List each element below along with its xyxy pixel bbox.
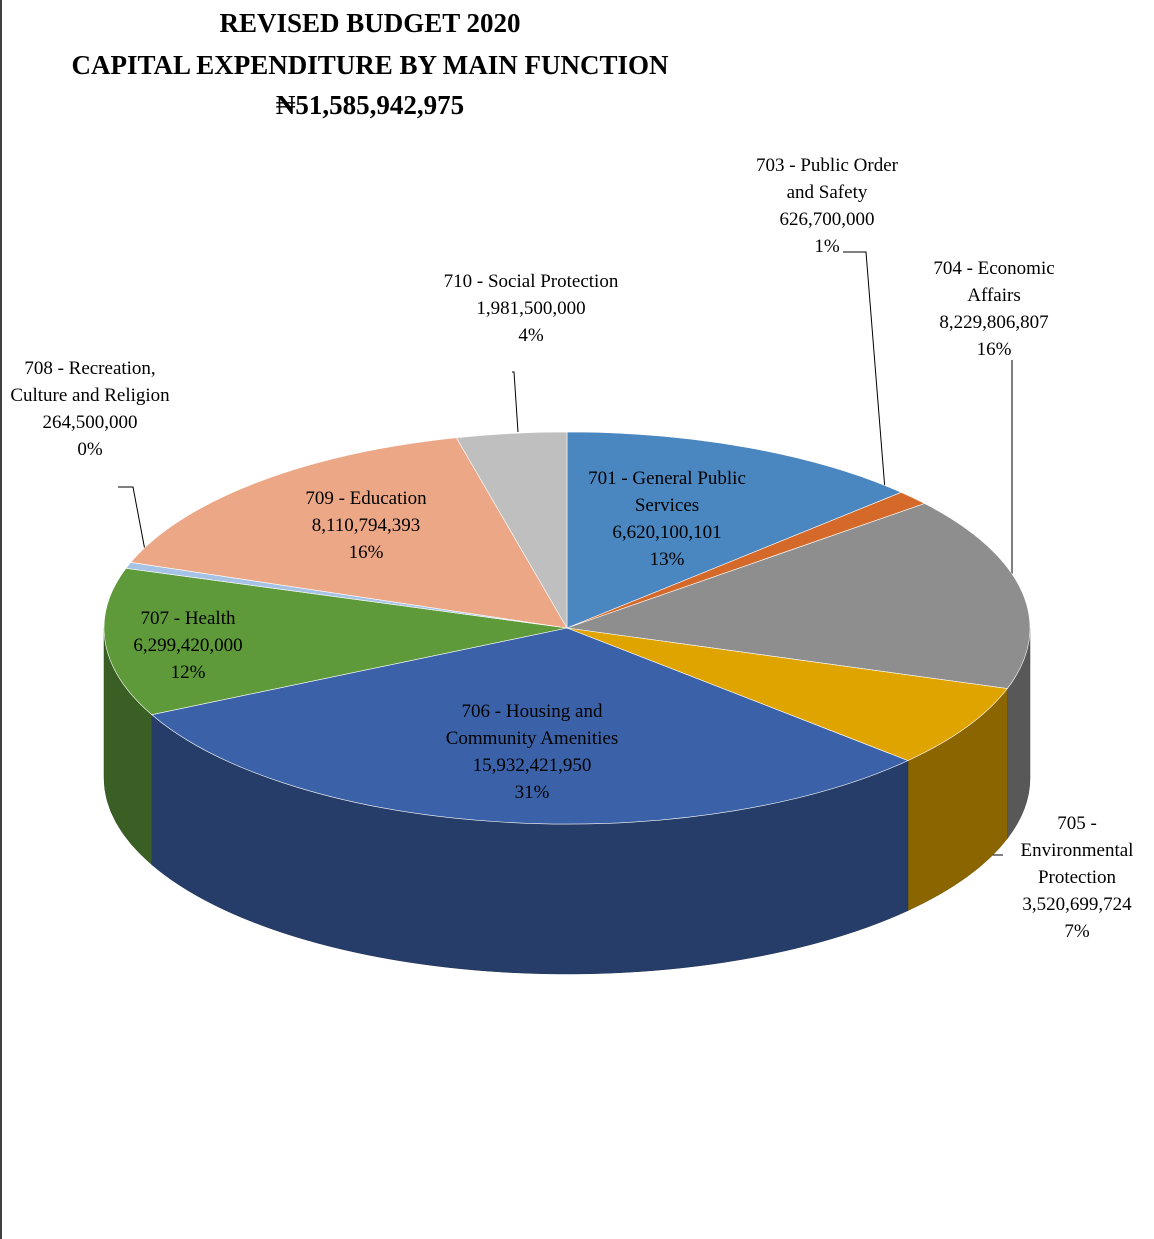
- percent-label: 16%: [348, 542, 384, 563]
- value-label: 1,981,500,000: [476, 298, 586, 319]
- percent-label: 12%: [170, 662, 206, 683]
- walls: [103, 627, 1031, 975]
- data-label: 703 - Public Order and Safety 626,700,000…: [748, 152, 906, 260]
- value-label: 15,932,421,950: [472, 755, 592, 776]
- data-label: 704 - Economic Affairs 8,229,806,807 16%: [914, 255, 1074, 363]
- data-label: 705 - Environmental Protection 3,520,699,…: [1002, 810, 1152, 945]
- percent-label: 31%: [514, 782, 550, 803]
- percent-label: 0%: [77, 439, 103, 460]
- percent-label: 13%: [649, 549, 685, 570]
- data-label: 706 - Housing and Community Amenities 15,…: [440, 698, 625, 806]
- slice: [455, 431, 568, 630]
- slice: [103, 568, 568, 715]
- tops: [103, 431, 1031, 825]
- slice-name: 705 - Environmental Protection: [1020, 813, 1134, 888]
- slice-name: 703 - Public Order and Safety: [756, 155, 898, 203]
- slice-name: 710 - Social Protection: [443, 271, 619, 292]
- slice-name: 709 - Education: [305, 488, 427, 509]
- percent-label: 1%: [814, 236, 840, 257]
- percent-label: 7%: [1064, 921, 1090, 942]
- slice: [151, 627, 909, 825]
- data-label: 709 - Education 8,110,794,393 16%: [266, 485, 466, 566]
- data-label: 701 - General Public Services 6,620,100,1…: [567, 465, 767, 573]
- data-label: 708 - Recreation, Culture and Religion 26…: [8, 355, 173, 463]
- value-label: 3,520,699,724: [1022, 894, 1132, 915]
- leader-line: [118, 486, 148, 562]
- value-label: 264,500,000: [42, 412, 138, 433]
- slice-name: 704 - Economic Affairs: [933, 258, 1055, 306]
- slice-name: 708 - Recreation, Culture and Religion: [10, 358, 170, 406]
- slice: [130, 437, 568, 629]
- value-label: 6,620,100,101: [612, 522, 722, 543]
- slice-name: 706 - Housing and Community Amenities: [445, 701, 619, 749]
- data-label: 707 - Health 6,299,420,000 12%: [88, 605, 288, 686]
- percent-label: 16%: [976, 339, 1012, 360]
- chart-title: REVISED BUDGET 2020: [219, 8, 520, 38]
- chart-title: CAPITAL EXPENDITURE BY MAIN FUNCTION: [71, 50, 669, 80]
- data-label: 710 - Social Protection 1,981,500,000 4%: [441, 268, 621, 349]
- slice: [566, 431, 902, 629]
- percent-label: 4%: [518, 325, 544, 346]
- value-label: 626,700,000: [779, 209, 875, 230]
- value-label: 6,299,420,000: [133, 635, 243, 656]
- slice: [566, 627, 1008, 761]
- slice-name: 707 - Health: [140, 608, 236, 629]
- leader-line: [512, 371, 519, 433]
- leader-line: [843, 251, 886, 491]
- value-label: 8,110,794,393: [311, 515, 421, 536]
- chart-title: ₦51,585,942,975: [276, 90, 464, 120]
- slice: [566, 503, 1031, 689]
- value-label: 8,229,806,807: [939, 312, 1049, 333]
- slice-name: 701 - General Public Services: [588, 468, 746, 516]
